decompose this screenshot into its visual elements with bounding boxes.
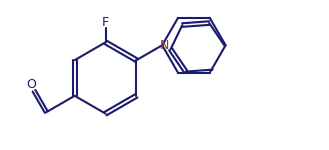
Text: N: N <box>160 39 169 52</box>
Text: O: O <box>26 78 36 91</box>
Text: F: F <box>102 16 109 30</box>
